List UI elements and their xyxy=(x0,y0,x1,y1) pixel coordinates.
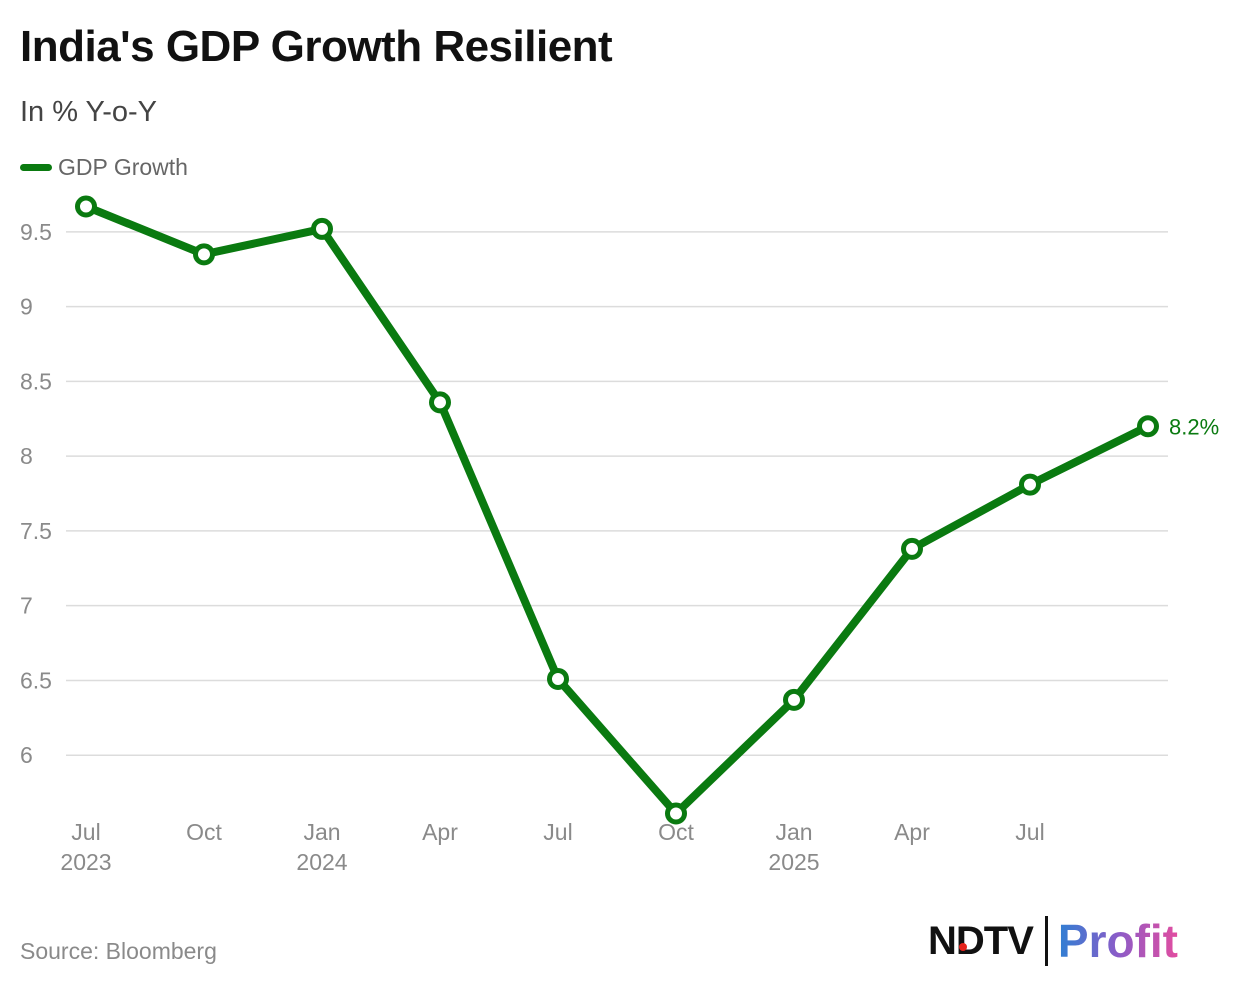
data-point xyxy=(1137,415,1159,438)
data-point xyxy=(901,537,923,560)
data-point xyxy=(665,802,687,825)
y-tick-label: 8 xyxy=(20,443,33,469)
x-tick-year-label: 2023 xyxy=(60,849,111,875)
x-tick-label: Oct xyxy=(186,819,222,845)
y-tick-label: 9 xyxy=(20,294,33,320)
data-label-last-point: 8.2% xyxy=(1169,414,1219,439)
logo-red-dot xyxy=(959,942,967,951)
x-tick-label: Jul xyxy=(71,819,100,845)
x-tick-year-label: 2025 xyxy=(768,849,819,875)
y-tick-label: 6 xyxy=(20,742,33,768)
ndtv-profit-logo: NDTV Profit xyxy=(928,914,1178,968)
series-line-gdp-growth xyxy=(82,202,1152,818)
logo-separator xyxy=(1044,916,1048,966)
y-tick-label: 9.5 xyxy=(20,219,52,245)
logo-profit: Profit xyxy=(1057,915,1178,967)
logo-ndtv: NDTV xyxy=(928,918,1034,963)
data-point xyxy=(429,391,451,414)
legend: GDP Growth xyxy=(20,154,188,181)
y-tick-label: 7 xyxy=(20,593,33,619)
x-tick-label: Jan xyxy=(775,819,812,845)
data-point xyxy=(547,667,569,690)
legend-label-gdp-growth: GDP Growth xyxy=(58,154,188,180)
data-point xyxy=(193,243,215,266)
data-point xyxy=(1019,473,1041,496)
x-tick-label: Apr xyxy=(894,819,930,845)
y-tick-label: 8.5 xyxy=(20,368,52,394)
x-tick-label: Jan xyxy=(303,819,340,845)
source-note: Source: Bloomberg xyxy=(20,938,217,964)
y-tick-label: 7.5 xyxy=(20,518,52,544)
x-tick-label: Jul xyxy=(543,819,572,845)
legend-swatch-gdp-growth xyxy=(20,164,52,171)
x-tick-label: Apr xyxy=(422,819,458,845)
y-tick-label: 6.5 xyxy=(20,667,52,693)
data-point xyxy=(783,688,805,711)
chart-subtitle: In % Y-o-Y xyxy=(20,96,158,128)
x-tick-year-label: 2024 xyxy=(296,849,347,875)
line-chart: 6 6.5 7 7.5 8 8.5 9 9.5 Jul 2023 Oct Jan 2024 Apr Jul… xyxy=(20,195,1219,875)
x-tick-label: Jul xyxy=(1015,819,1044,845)
data-point xyxy=(311,217,333,240)
data-point xyxy=(75,195,97,218)
chart-title: India's GDP Growth Resilient xyxy=(20,22,613,71)
